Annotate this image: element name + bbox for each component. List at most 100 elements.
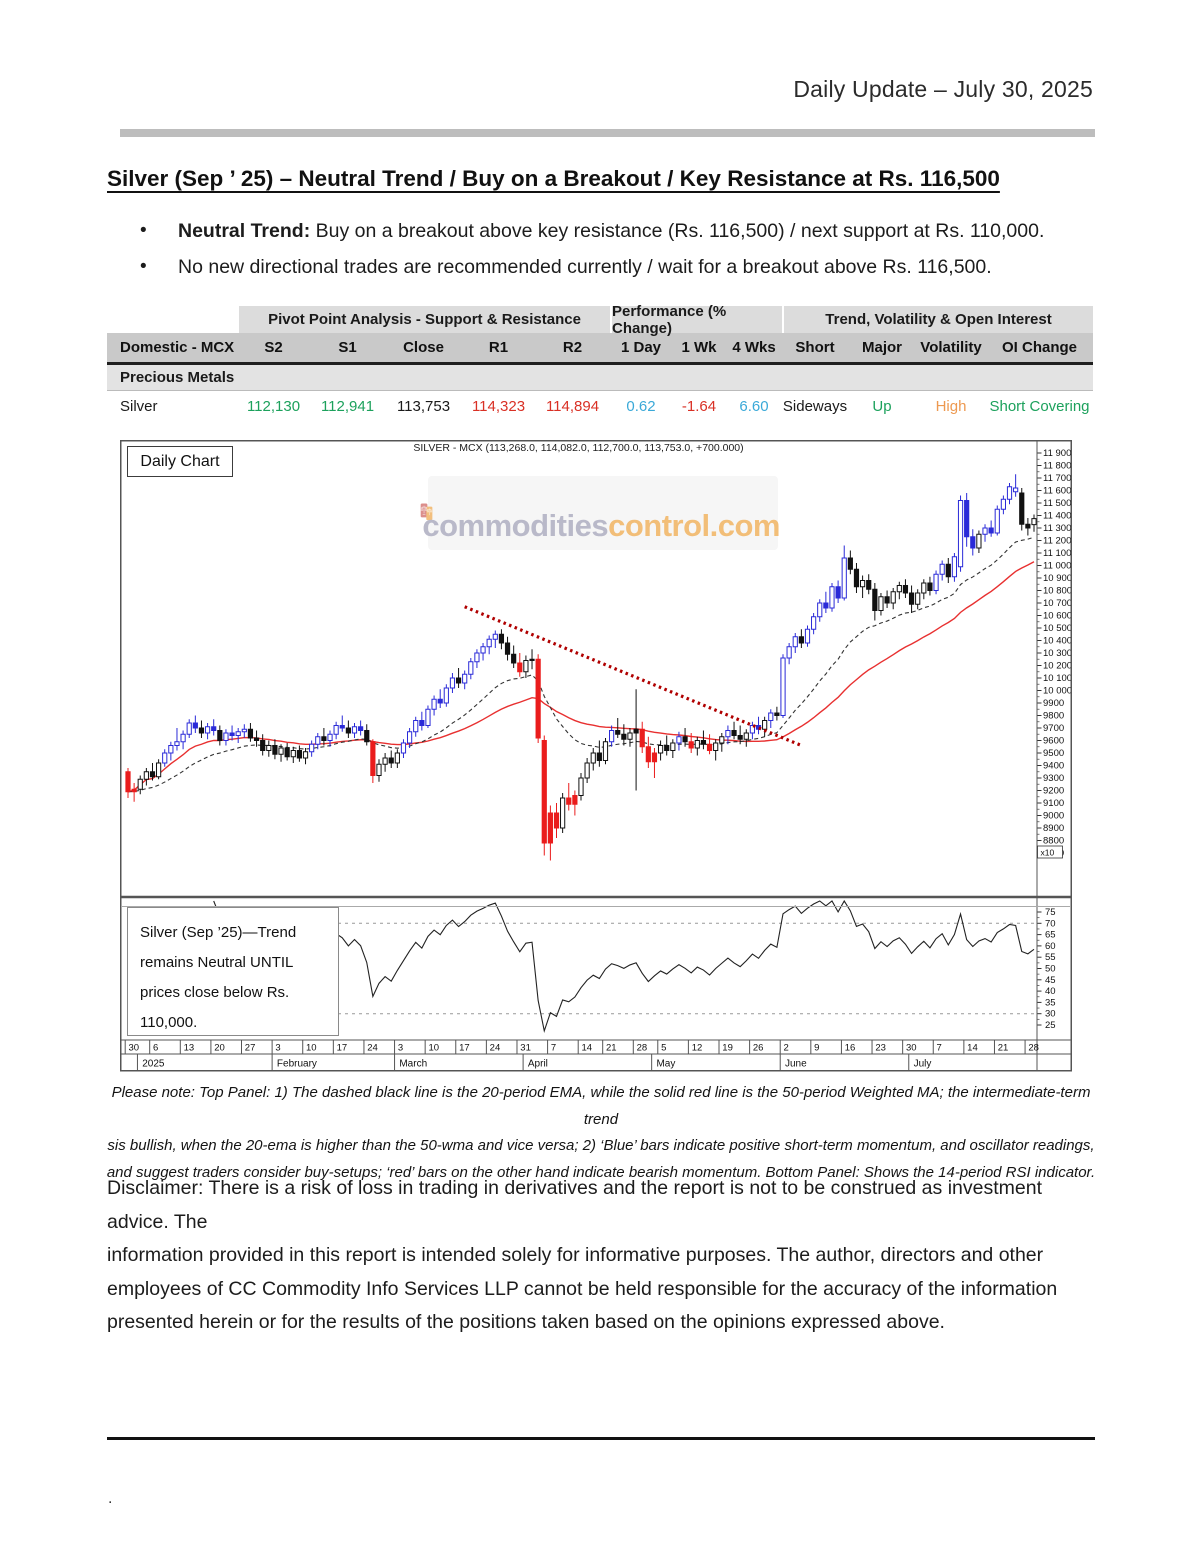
svg-text:9800: 9800 (1043, 711, 1064, 722)
price-rsi-chart-svg: 8700880089009000910092009300940095009600… (120, 440, 1072, 1072)
bullet-item: • Neutral Trend: Buy on a breakout above… (140, 220, 1090, 243)
daily-chart-label: Daily Chart (127, 446, 233, 477)
svg-text:13: 13 (184, 1043, 195, 1054)
svg-text:10 700: 10 700 (1043, 598, 1072, 609)
svg-text:9500: 9500 (1043, 748, 1064, 759)
group-header-trend: Trend, Volatility & Open Interest (782, 306, 1093, 333)
svg-text:2: 2 (784, 1043, 789, 1054)
watermark-text: commoditiescontrol.com (422, 508, 780, 543)
group-header-spacer (107, 306, 237, 333)
chart-title: SILVER - MCX (113,268.0, 114,082.0, 112,… (413, 442, 744, 454)
svg-text:17: 17 (459, 1043, 470, 1054)
svg-text:28: 28 (637, 1043, 648, 1054)
svg-text:10 100: 10 100 (1043, 673, 1072, 684)
col-header: 1 Day (620, 339, 662, 356)
group-header-pivot: Pivot Point Analysis - Support & Resista… (237, 306, 610, 333)
svg-text:11 600: 11 600 (1043, 486, 1071, 497)
section-row-precious-metals: Precious Metals (107, 365, 1093, 391)
svg-text:23: 23 (875, 1043, 886, 1054)
svg-text:20: 20 (214, 1043, 225, 1054)
svg-text:75: 75 (1045, 907, 1056, 918)
watermark-band (428, 476, 778, 550)
cell-oi-change: Short Covering (989, 398, 1090, 415)
footer-dot: . (108, 1490, 113, 1507)
svg-text:14: 14 (582, 1043, 593, 1054)
svg-text:35: 35 (1045, 997, 1056, 1008)
col-header: Domestic - MCX (120, 339, 235, 356)
svg-text:July: July (914, 1059, 932, 1070)
svg-text:9100: 9100 (1043, 798, 1064, 809)
cell-1wk: -1.64 (681, 398, 717, 415)
svg-text:10 900: 10 900 (1043, 573, 1072, 584)
svg-text:10 600: 10 600 (1043, 611, 1072, 622)
cell-major-trend: Up (872, 398, 892, 415)
cell-s2: 112,130 (246, 398, 301, 415)
col-header: S2 (264, 339, 283, 356)
svg-text:3: 3 (275, 1043, 280, 1054)
svg-text:8900: 8900 (1043, 823, 1064, 834)
trend-annotation-box: Silver (Sep ’25)—Trend remains Neutral U… (127, 907, 339, 1036)
svg-text:10 200: 10 200 (1043, 661, 1072, 672)
bullet-icon: • (140, 256, 147, 277)
col-header: 1 Wk (681, 339, 717, 356)
svg-text:27: 27 (245, 1043, 256, 1054)
svg-text:50: 50 (1045, 964, 1056, 975)
group-header-row: Pivot Point Analysis - Support & Resista… (107, 303, 1093, 337)
svg-text:9700: 9700 (1043, 723, 1064, 734)
header-divider (120, 129, 1095, 137)
col-header: OI Change (1001, 339, 1077, 356)
page-title: Silver (Sep ’ 25) – Neutral Trend / Buy … (107, 166, 1000, 191)
svg-text:24: 24 (367, 1043, 378, 1054)
col-header: Short (795, 339, 835, 356)
bullet-text: No new directional trades are recommende… (178, 256, 992, 278)
svg-text:11 500: 11 500 (1043, 498, 1071, 509)
svg-text:5: 5 (661, 1043, 666, 1054)
disclaimer-text: Disclaimer: There is a risk of loss in t… (107, 1177, 1058, 1333)
cell-r1: 114,323 (471, 398, 526, 415)
bullet-text: Neutral Trend: Buy on a breakout above k… (178, 220, 1045, 242)
svg-text:21: 21 (606, 1043, 617, 1054)
svg-text:12: 12 (692, 1043, 703, 1054)
svg-text:24: 24 (490, 1043, 501, 1054)
svg-text:x10: x10 (1041, 848, 1055, 858)
report-date: Daily Update – July 30, 2025 (793, 76, 1093, 102)
svg-text:55: 55 (1045, 952, 1056, 963)
svg-text:8800: 8800 (1043, 836, 1064, 847)
svg-text:11 000: 11 000 (1043, 561, 1071, 572)
svg-text:10 400: 10 400 (1043, 636, 1072, 647)
footer-divider (107, 1437, 1095, 1440)
cell-close: 113,753 (396, 398, 451, 415)
svg-text:March: March (399, 1059, 427, 1070)
summary-bullets: • Neutral Trend: Buy on a breakout above… (140, 220, 1090, 292)
cell-volatility: High (935, 398, 967, 415)
col-header: Volatility (920, 339, 982, 356)
svg-text:10 000: 10 000 (1043, 686, 1072, 697)
daily-chart: commoditiescontrol.com 87008800890090009… (120, 440, 1072, 1075)
svg-text:10 500: 10 500 (1043, 623, 1072, 634)
svg-text:21: 21 (998, 1043, 1009, 1054)
col-header: S1 (338, 339, 357, 356)
bullet-icon: • (140, 220, 147, 241)
svg-text:9300: 9300 (1043, 773, 1064, 784)
svg-text:11 400: 11 400 (1043, 511, 1071, 522)
svg-text:7: 7 (937, 1043, 942, 1054)
svg-text:65: 65 (1045, 930, 1056, 941)
svg-text:10: 10 (306, 1043, 317, 1054)
svg-text:2025: 2025 (142, 1059, 165, 1070)
cell-4wks: 6.60 (739, 398, 769, 415)
svg-text:3: 3 (398, 1043, 403, 1054)
col-header: 4 Wks (732, 339, 776, 356)
bullet-item: • No new directional trades are recommen… (140, 256, 1090, 279)
svg-text:11 100: 11 100 (1043, 548, 1071, 559)
cell-1day: 0.62 (626, 398, 656, 415)
svg-text:28: 28 (1028, 1043, 1039, 1054)
svg-text:11 700: 11 700 (1043, 473, 1071, 484)
svg-text:11 200: 11 200 (1043, 536, 1071, 547)
svg-text:May: May (656, 1059, 675, 1070)
col-header: Major (861, 339, 902, 356)
svg-text:June: June (785, 1059, 807, 1070)
svg-text:30: 30 (129, 1043, 140, 1054)
col-header: R2 (562, 339, 583, 356)
svg-text:30: 30 (906, 1043, 917, 1054)
svg-text:45: 45 (1045, 975, 1056, 986)
